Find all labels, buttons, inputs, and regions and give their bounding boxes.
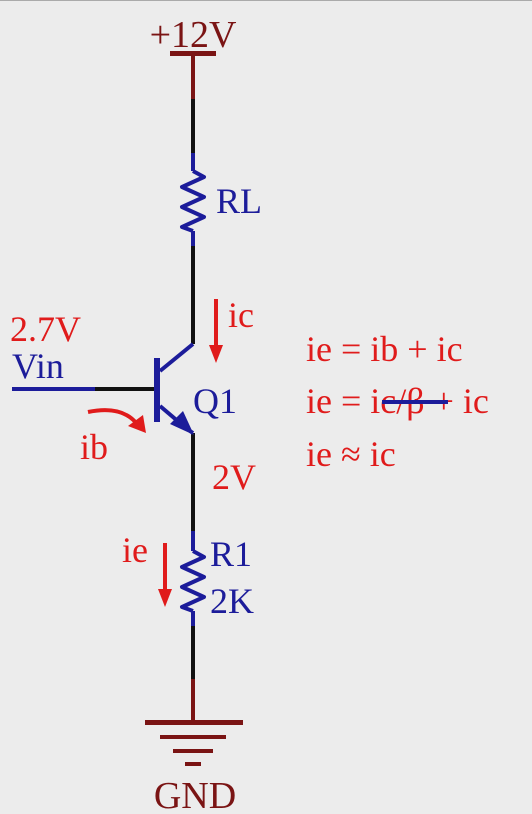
load-resistor-ref: RL bbox=[216, 181, 262, 221]
equation-line-2-prefix: ie = bbox=[306, 381, 370, 421]
equation-line-1: ie = ib + ic bbox=[306, 329, 463, 369]
base-current-arrow bbox=[87, 408, 146, 433]
transistor-base-bar bbox=[154, 358, 160, 422]
wires bbox=[95, 99, 195, 679]
transistor-ref: Q1 bbox=[193, 381, 237, 421]
ground-bar-3 bbox=[173, 749, 213, 753]
emitter-resistor bbox=[180, 531, 206, 626]
collector-current-label: ic bbox=[228, 295, 254, 335]
collector-current-arrow bbox=[209, 299, 223, 363]
transistor-collector-lead bbox=[158, 342, 195, 373]
equation-line-3: ie ≈ ic bbox=[306, 434, 396, 474]
emitter-voltage-label: 2V bbox=[212, 457, 256, 497]
input-label: Vin bbox=[12, 346, 64, 386]
transistor-q1 bbox=[154, 342, 195, 435]
base-current-label: ib bbox=[80, 427, 108, 467]
transistor-emitter-arrow bbox=[170, 411, 194, 435]
supply-symbol bbox=[170, 51, 216, 99]
emitter-current-label: ie bbox=[122, 530, 148, 570]
input-voltage-label: 2.7V bbox=[10, 309, 81, 349]
ground-label: GND bbox=[154, 775, 236, 814]
ground-bar-1 bbox=[145, 720, 243, 725]
emitter-resistor-ref: R1 bbox=[210, 534, 252, 574]
supply-bar bbox=[170, 51, 216, 56]
ground-symbol bbox=[145, 679, 243, 766]
load-resistor bbox=[180, 153, 206, 246]
emitter-current-arrow bbox=[158, 543, 172, 607]
ground-bar-2 bbox=[160, 735, 226, 739]
supply-label: +12V bbox=[150, 14, 237, 56]
ground-bar-4 bbox=[185, 762, 201, 766]
emitter-resistor-value: 2K bbox=[210, 581, 254, 621]
